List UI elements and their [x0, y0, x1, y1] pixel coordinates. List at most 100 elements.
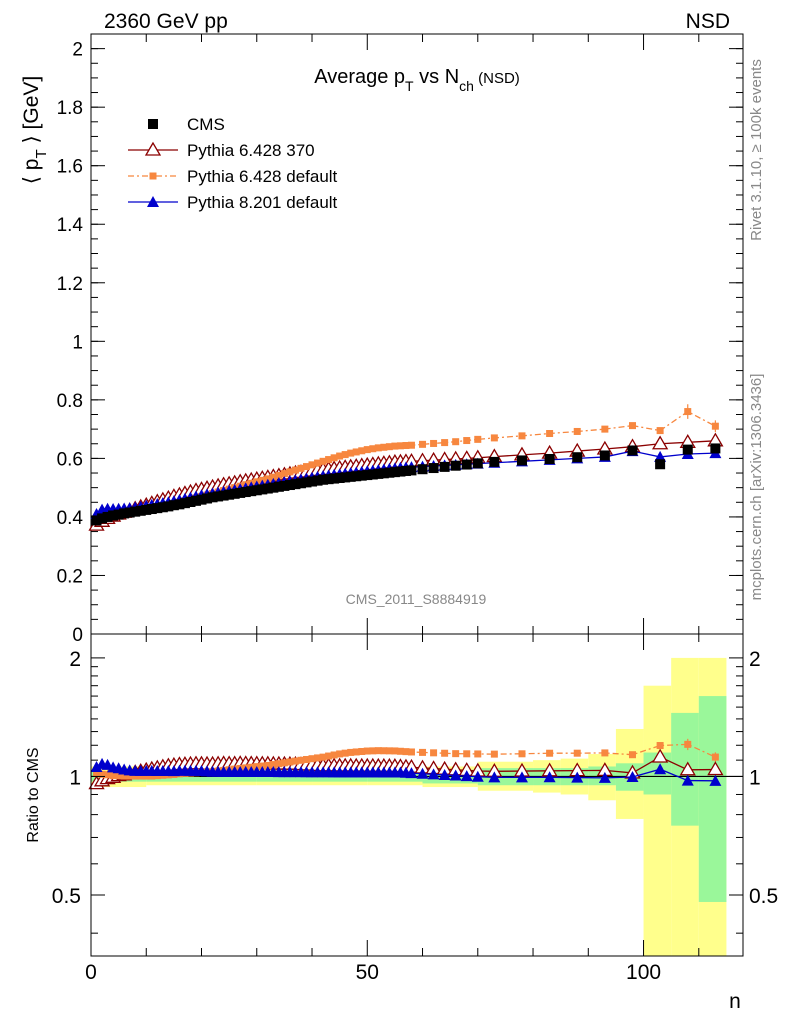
ratio-point-pythia-6-428-default	[297, 756, 305, 764]
point-cms	[516, 455, 527, 466]
ratio-point-pythia-6-428-default	[302, 755, 310, 763]
main-ytick-label: 0.2	[57, 566, 83, 587]
point-cms	[417, 464, 428, 475]
point-cms	[124, 507, 135, 518]
ratio-point-pythia-6-428-default	[419, 748, 427, 756]
point-pythia-6-428-default	[330, 454, 338, 462]
main-ytick-label: 0.4	[57, 508, 84, 529]
point-pythia-6-428-default	[402, 442, 410, 450]
legend-label-pythia-6-428-default: Pythia 6.428 default	[187, 167, 338, 186]
ratio-point-pythia-6-428-default	[369, 747, 377, 755]
point-cms	[428, 463, 439, 474]
main-y-label: ⟨ pT ⟩ [GeV]	[20, 76, 50, 184]
point-pythia-6-428-default	[363, 446, 371, 454]
ratio-point-pythia-8-201-default	[626, 770, 639, 782]
point-pythia-6-428-default	[391, 442, 399, 450]
ratio-ytick-label-right: 1	[749, 766, 761, 789]
point-cms	[384, 467, 395, 478]
title-main: Average p	[314, 66, 405, 88]
point-pythia-6-428-default	[380, 443, 388, 451]
point-cms	[301, 477, 312, 488]
main-error-bars	[687, 404, 716, 433]
point-pythia-6-428-default	[711, 422, 719, 430]
point-pythia-6-428-default	[347, 449, 355, 457]
ratio-point-pythia-6-428-default	[308, 755, 316, 763]
title-tail: (NSD)	[474, 70, 520, 87]
ratio-point-pythia-6-428-default	[131, 772, 139, 780]
point-cms	[163, 501, 174, 512]
point-cms	[544, 453, 555, 464]
point-cms	[295, 478, 306, 489]
point-pythia-6-428-default	[314, 459, 322, 467]
ratio-ytick-label: 2	[69, 648, 81, 671]
ratio-point-pythia-8-201-default	[471, 770, 484, 782]
main-ytick-label: 0.6	[57, 449, 83, 470]
main-series	[88, 408, 724, 531]
ratio-bands	[91, 657, 743, 956]
ratio-point-pythia-6-428-default	[363, 747, 371, 755]
ratio-point-pythia-8-201-default	[488, 771, 501, 783]
point-pythia-6-428-default	[452, 438, 460, 446]
legend-label-pythia-8-201-default: Pythia 8.201 default	[187, 193, 338, 212]
point-cms	[240, 487, 251, 498]
ratio-point-pythia-6-428-default	[319, 753, 327, 761]
point-cms	[262, 483, 273, 494]
point-cms	[329, 473, 340, 484]
ratio-point-pythia-6-428-default	[286, 758, 294, 766]
point-cms	[340, 472, 351, 483]
mcplots-info: mcplots.cern.ch [arXiv:1306.3436]	[748, 374, 765, 601]
ratio-point-pythia-6-428-default	[391, 747, 399, 755]
ratio-point-pythia-6-428-default	[430, 749, 438, 757]
ylabel-left: ⟨ p	[20, 159, 43, 185]
point-pythia-6-428-default	[269, 473, 277, 481]
point-cms	[351, 471, 362, 482]
point-cms	[400, 465, 411, 476]
point-cms	[130, 506, 141, 517]
ratio-series	[88, 740, 724, 790]
main-ytick-label: 0.8	[57, 391, 83, 412]
point-pythia-6-428-default	[430, 439, 438, 447]
point-cms	[141, 504, 152, 515]
point-pythia-6-428-default	[352, 448, 360, 456]
point-cms	[218, 490, 229, 501]
point-cms	[655, 459, 666, 470]
point-pythia-6-428-default	[341, 451, 349, 459]
point-cms	[472, 458, 483, 469]
ratio-point-pythia-6-428-default	[474, 750, 482, 758]
ratio-point-pythia-6-428-default	[358, 747, 366, 755]
ratio-point-pythia-6-428-default	[402, 748, 410, 756]
point-cms	[356, 470, 367, 481]
ratio-point-pythia-6-428-default	[120, 772, 128, 780]
legend-marker-pythia-8-201-default	[147, 196, 159, 207]
point-pythia-6-428-default	[601, 425, 609, 433]
point-cms	[599, 450, 610, 461]
point-pythia-6-428-default	[546, 430, 554, 438]
ratio-point-pythia-6-428-default	[325, 752, 333, 760]
point-cms	[284, 480, 295, 491]
point-cms	[190, 495, 201, 506]
process-label: NSD	[686, 10, 730, 33]
ratio-point-pythia-6-428-default	[314, 754, 322, 762]
ratio-point-pythia-8-201-default	[543, 771, 556, 783]
legend: CMS Pythia 6.428 370 Pythia 6.428 default P…	[128, 115, 338, 212]
point-cms	[102, 511, 113, 522]
point-pythia-6-428-default	[302, 463, 310, 471]
chart-title: Average pT vs Nch (NSD)	[314, 66, 520, 94]
point-cms	[572, 452, 583, 463]
point-cms	[318, 474, 329, 485]
point-cms	[213, 491, 224, 502]
point-pythia-6-428-default	[336, 452, 344, 460]
ratio-point-pythia-6-428-default	[628, 751, 636, 759]
ratio-point-pythia-6-428-default	[336, 750, 344, 758]
ratio-point-pythia-6-428-default	[396, 747, 404, 755]
point-cms	[378, 468, 389, 479]
point-pythia-6-428-default	[280, 470, 288, 478]
main-ytick-label: 2	[72, 40, 83, 61]
ratio-point-pythia-8-201-default	[598, 771, 611, 783]
ratio-point-pythia-6-428-default	[264, 761, 272, 769]
point-cms	[395, 466, 406, 477]
ratio-point-pythia-8-201-default	[515, 771, 528, 783]
point-pythia-6-428-default	[441, 439, 449, 447]
point-cms	[229, 488, 240, 499]
